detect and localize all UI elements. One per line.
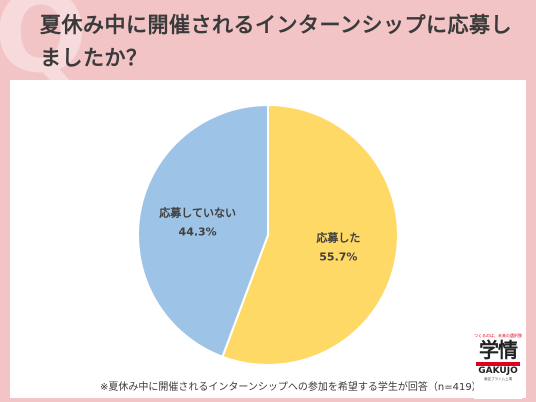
pie-slice-label-1: 応募した — [316, 231, 360, 245]
logo-mark: 学情 — [479, 338, 518, 362]
logo-bar — [476, 362, 520, 366]
chart-card: 応募した 55.7% 応募していない 44.3% ※夏休み中に開催されるインターンシッ… — [10, 80, 526, 398]
pie-slice-2 — [137, 103, 269, 359]
question-mark-decoration: Q — [0, 0, 88, 97]
pie-chart: 応募した 55.7% 応募していない 44.3% — [137, 103, 399, 366]
gakujo-logo: つくるのは、未来の選択肢 学情 GAKUJO 東証プライム上場 — [474, 333, 522, 399]
pie-slice-1 — [221, 103, 399, 366]
footnote: ※夏休み中に開催されるインターンシップへの参加を希望する学生が回答（n=419） — [100, 382, 482, 393]
pie-slice-label-2: 応募していない — [159, 205, 236, 219]
pie-labels: 応募した 55.7% 応募していない 44.3% — [159, 205, 360, 263]
pie-slices — [137, 103, 399, 366]
pie-slice-value-2: 44.3% — [179, 225, 217, 238]
pie-slice-value-1: 55.7% — [319, 251, 357, 264]
logo-name: GAKUJO — [478, 366, 518, 376]
page-title: 夏休み中に開催されるインターンシップに応募しましたか？ — [40, 13, 512, 70]
logo-sub: 東証プライム上場 — [484, 377, 512, 381]
logo-tagline: つくるのは、未来の選択肢 — [474, 333, 522, 338]
